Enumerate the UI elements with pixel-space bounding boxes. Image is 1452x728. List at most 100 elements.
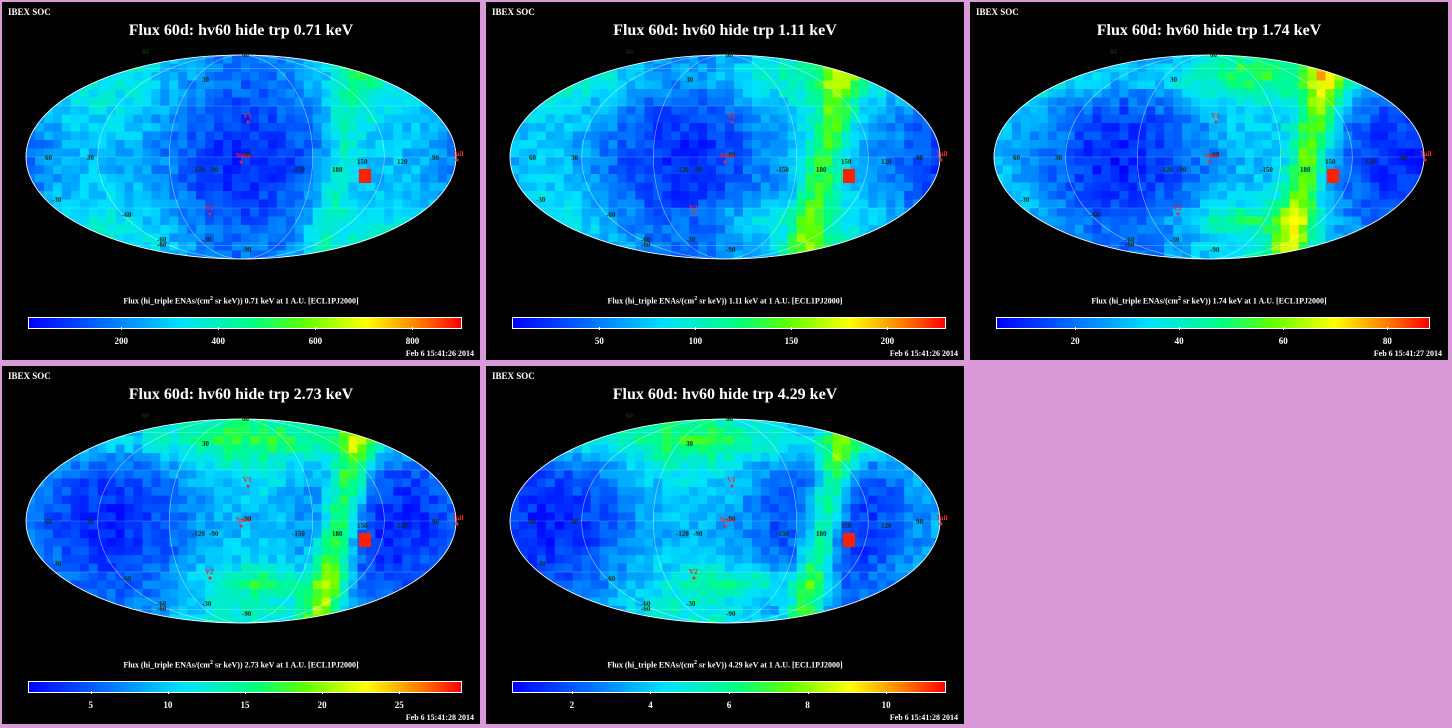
timestamp: Feb 6 15:41:28 2014	[405, 713, 474, 722]
marker-dot	[208, 576, 212, 580]
graticule-label: 30	[686, 76, 694, 84]
graticule-label: -30	[1020, 196, 1030, 204]
graticule-label: -60	[157, 600, 167, 608]
colorbar-tick-label: 200	[114, 336, 128, 346]
colorbar-tick-label: 400	[211, 336, 226, 346]
marker-dot	[455, 158, 459, 162]
colorbar-tick-mark	[571, 691, 573, 694]
marker-label: Nose	[236, 152, 250, 160]
marker-dot	[208, 212, 212, 216]
marker-dot	[1214, 120, 1218, 124]
colorbar-tick-mark	[167, 691, 169, 694]
source-label: IBEX SOC	[8, 7, 51, 17]
colorbar-title: Flux (hi_triple ENAs/(cm2 sr keV)) 1.11 …	[486, 296, 964, 306]
colorbar-title-sup: 2	[1177, 296, 1181, 302]
colorbar-title-suffix: sr keV)) 0.71 keV at 1 A.U. [ECL1PJ2000]	[212, 296, 359, 306]
graticule-label: 60	[242, 51, 250, 59]
colorbar-tick-label: 100	[688, 336, 703, 346]
graticule-label: -90	[242, 246, 252, 254]
timestamp: Feb 6 15:41:26 2014	[405, 349, 474, 358]
graticule-label: -90	[726, 246, 736, 254]
graticule-label: -60	[606, 575, 616, 583]
graticule-label: 60	[726, 51, 734, 59]
colorbar	[996, 317, 1430, 329]
graticule-label: 60	[142, 48, 150, 56]
colorbar-title-suffix: sr keV)) 1.74 keV at 1 A.U. [ECL1PJ2000]	[1180, 296, 1327, 306]
marker-dot	[1423, 158, 1427, 162]
timestamp: Feb 6 15:41:27 2014	[1373, 349, 1442, 358]
colorbar-tick-label: 15	[240, 700, 250, 710]
marker-dot	[723, 524, 727, 528]
colorbar	[28, 317, 462, 329]
colorbar-tick-mark	[1075, 327, 1077, 330]
colorbar-title-prefix: Flux (hi_triple ENAs/(cm	[123, 660, 210, 670]
graticule-label: -90	[242, 515, 252, 523]
graticule-label: 90	[916, 518, 924, 526]
graticule-label: 60	[45, 154, 53, 162]
graticule-label: -90	[1177, 166, 1187, 174]
marker-dot	[455, 522, 459, 526]
colorbar-tick-label: 200	[880, 336, 895, 346]
marker-dot	[692, 576, 696, 580]
graticule-label: -150	[776, 530, 789, 538]
graticule-label: -60	[641, 600, 651, 608]
hot-spot	[1327, 169, 1339, 183]
graticule-label: -150	[776, 166, 789, 174]
colorbar-title: Flux (hi_triple ENAs/(cm2 sr keV)) 1.74 …	[970, 296, 1448, 306]
graticule-label: 60	[1013, 154, 1021, 162]
graticule-label: 120	[881, 522, 892, 530]
sky-map: 60 30 -30 -60 -90 -60 -90 -120 -150 180 150 120 90 60…	[25, 412, 463, 624]
graticule-label: -90	[209, 530, 219, 538]
colorbar-tick-label: 20	[1070, 336, 1080, 346]
graticule-label: 150	[357, 158, 368, 166]
graticule-label: -60	[641, 241, 651, 249]
graticule-label: 120	[397, 158, 408, 166]
graticule-label: -120	[1160, 166, 1173, 174]
marker-dot	[1207, 160, 1211, 164]
colorbar-tick-label: 10	[881, 700, 891, 710]
graticule-label: 60	[242, 415, 250, 423]
graticule-label: -90	[726, 515, 736, 523]
marker-label: Tail	[452, 150, 463, 158]
graticule-label: 180	[332, 530, 343, 538]
graticule-label: -60	[1090, 211, 1100, 219]
colorbar-tick-mark	[1387, 327, 1389, 330]
marker-dot	[939, 522, 943, 526]
colorbar-tick-mark	[121, 327, 123, 330]
panel-title: Flux 60d: hv60 hide trp 2.73 keV	[128, 386, 354, 403]
graticule-label: -30	[686, 236, 696, 244]
graticule-label: 180	[332, 166, 343, 174]
graticule-label: 60	[529, 154, 537, 162]
graticule-label: 150	[1325, 158, 1336, 166]
graticule-label: 180	[816, 530, 827, 538]
graticule-label: -90	[242, 151, 252, 159]
colorbar-title-prefix: Flux (hi_triple ENAs/(cm	[607, 660, 694, 670]
graticule-label: 60	[626, 412, 634, 420]
marker-dot	[246, 120, 250, 124]
marker-dot	[239, 160, 243, 164]
panel-title: Flux 60d: hv60 hide trp 1.11 keV	[613, 22, 837, 39]
colorbar-tick-label: 25	[394, 700, 404, 710]
graticule-label: 30	[571, 518, 579, 526]
map-panel: IBEX SOC Flux 60d: hv60 hide trp 2.73 keV…	[2, 366, 480, 724]
graticule-label: -60	[157, 236, 167, 244]
marker-dot	[730, 120, 734, 124]
marker-dot	[939, 158, 943, 162]
colorbar-tick-label: 4	[648, 700, 653, 710]
marker-label: V1	[727, 112, 736, 120]
graticule-label: 90	[1400, 154, 1408, 162]
colorbar-title-suffix: sr keV)) 4.29 keV at 1 A.U. [ECL1PJ2000]	[696, 660, 843, 670]
colorbar-tick-label: 80	[1382, 336, 1392, 346]
colorbar-tick-mark	[650, 691, 652, 694]
graticule-label: -150	[1260, 166, 1273, 174]
colorbar-tick-mark	[322, 691, 324, 694]
graticule	[25, 418, 457, 624]
colorbar-tick-mark	[886, 691, 888, 694]
marker-label: V1	[1211, 112, 1220, 120]
graticule-label: -90	[1210, 151, 1220, 159]
graticule	[25, 54, 457, 260]
colorbar-title-prefix: Flux (hi_triple ENAs/(cm	[1091, 296, 1178, 306]
graticule-label: 180	[1300, 166, 1311, 174]
graticule-label: 60	[1210, 51, 1218, 59]
marker-label: V1	[243, 476, 252, 484]
